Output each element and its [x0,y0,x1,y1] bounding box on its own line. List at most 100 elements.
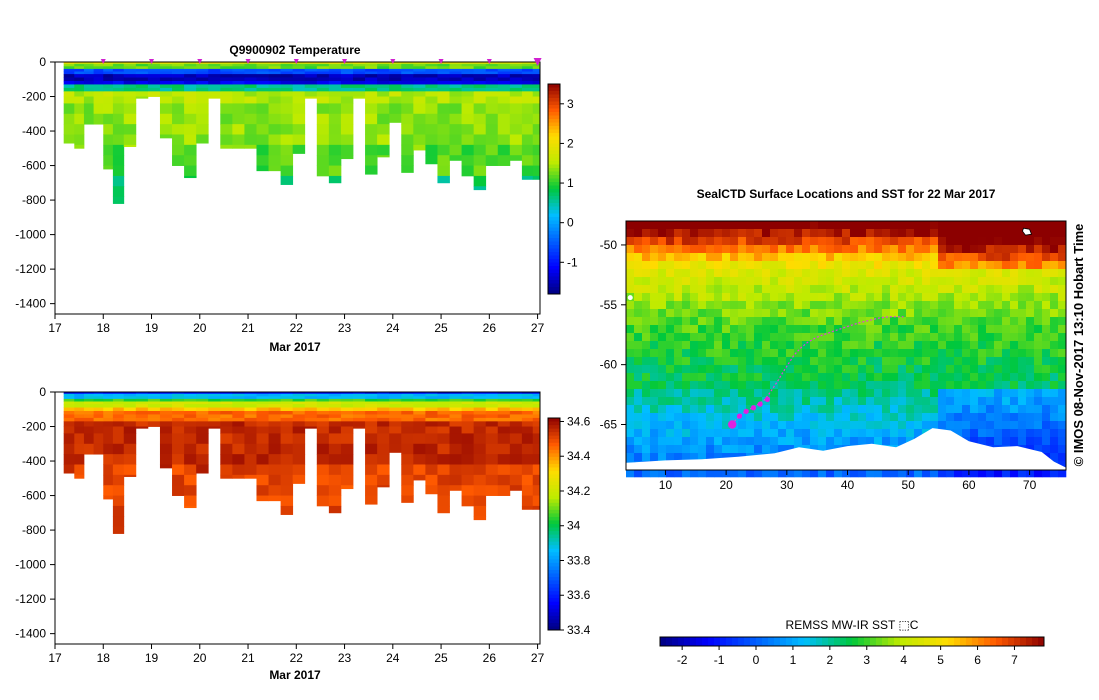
profile-cell [74,66,85,70]
sst-cell [802,357,811,366]
profile-cell [83,71,95,75]
profile-cell [93,71,104,75]
sst-cell [1058,325,1067,334]
profile-cell [509,77,523,82]
profile-cell [244,407,257,412]
surface-position-marker [293,59,299,64]
sst-cell [882,413,891,422]
sst-cell [1058,301,1067,310]
profile-cell [112,186,125,198]
sst-cell [1034,365,1043,374]
sst-cell [770,373,779,382]
sst-cell [722,349,731,358]
sst-cell [826,421,835,430]
sst-cell [1058,397,1067,406]
map-title: SealCTD Surface Locations and SST for 22… [697,187,996,201]
sst-cell [898,285,907,294]
sst-cell [1026,365,1035,374]
profile-cell [461,443,475,455]
sst-cell [786,293,795,302]
profile-cell [473,91,487,97]
sst-cell [746,237,755,246]
sst-cell [762,253,771,262]
profile-cell [268,87,281,92]
profile-cell [532,91,541,97]
profile-cell [365,71,378,75]
profile-cell [401,404,414,408]
profile-cell [172,66,185,70]
sst-cell [986,413,995,422]
sst-cell [786,373,795,382]
profile-cell [353,392,366,395]
colorbar-segment [548,559,560,564]
profile-cell [473,421,487,427]
profile-cell [74,410,85,415]
sst-cell [818,293,827,302]
profile-cell [497,113,511,125]
sst-colorbar-segment [1020,637,1027,646]
profile-cell [449,393,462,397]
profile-cell [328,134,342,146]
sst-cell [666,469,675,478]
profile-cell [63,71,75,75]
sst-cell [938,357,947,366]
sst-cell [970,261,979,270]
sst-cell [898,373,907,382]
sst-cell [818,445,827,454]
profile-cell [196,84,209,89]
sst-cell [1050,469,1059,478]
sst-cell [786,381,795,390]
sst-cell [642,373,651,382]
profile-cell [256,124,269,135]
sst-cell [858,285,867,294]
profile-cell [497,392,511,395]
sst-cell [1042,469,1051,478]
sst-cell [802,309,811,318]
sst-cell [762,277,771,286]
sst-cell [906,421,915,430]
sst-colorbar-segment [954,637,961,646]
sst-cell [866,373,875,382]
profile-cell [135,392,149,395]
profile-cell [208,77,221,82]
profile-cell [244,144,257,149]
profile-cell [196,87,209,92]
profile-cell [425,407,438,412]
profile-cell [103,426,114,434]
profile-cell [280,407,294,412]
profile-cell [244,454,257,465]
profile-cell [112,91,125,97]
profile-cell [532,407,541,412]
sst-cell [1042,357,1051,366]
sst-cell [794,317,803,326]
sst-cell [954,341,963,350]
profile-cell [437,63,450,67]
profile-cell [172,474,185,486]
sst-cell [786,237,795,246]
profile-cell [401,392,414,395]
sst-cell [666,341,675,350]
sst-cell [642,261,651,270]
sst-cell [746,413,755,422]
sst-cell [754,309,763,318]
sst-cell [882,237,891,246]
sst-cell [954,301,963,310]
sst-cell [906,245,915,254]
sst-cell [898,277,907,286]
profile-cell [532,392,541,395]
profile-cell [147,392,161,395]
profile-cell [123,410,137,415]
profile-cell [413,96,426,104]
profile-cell [449,410,462,415]
profile-cell [103,113,114,125]
profile-cell [63,401,75,405]
sst-cell [802,317,811,326]
profile-cell [521,396,534,400]
profile-cell [497,410,511,415]
sst-cell [986,317,995,326]
profile-cell [184,404,197,408]
sst-cell [994,301,1003,310]
sst-cell [706,333,715,342]
sst-cell [786,349,795,358]
